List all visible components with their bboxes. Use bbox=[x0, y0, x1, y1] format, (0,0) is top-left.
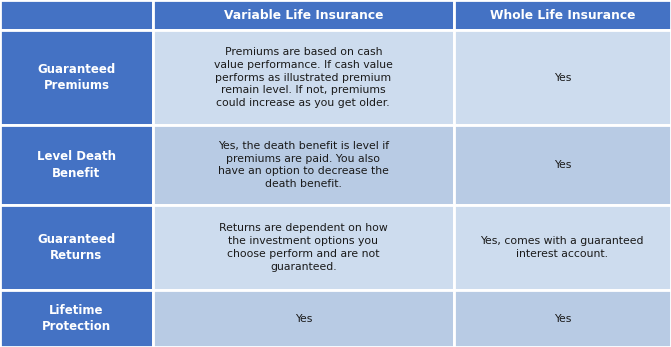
Text: Returns are dependent on how
the investment options you
choose perform and are n: Returns are dependent on how the investm… bbox=[219, 223, 388, 272]
Bar bbox=[153, 125, 454, 205]
Text: Yes: Yes bbox=[554, 73, 571, 83]
Text: Variable Life Insurance: Variable Life Insurance bbox=[223, 8, 383, 22]
Bar bbox=[0, 30, 153, 125]
Bar bbox=[454, 0, 671, 30]
Bar bbox=[454, 125, 671, 205]
Bar bbox=[153, 290, 454, 347]
Text: Whole Life Insurance: Whole Life Insurance bbox=[490, 8, 635, 22]
Text: Premiums are based on cash
value performance. If cash value
performs as illustra: Premiums are based on cash value perform… bbox=[214, 47, 393, 108]
Text: Level Death
Benefit: Level Death Benefit bbox=[37, 150, 116, 180]
Bar bbox=[0, 125, 153, 205]
Text: Yes, comes with a guaranteed
interest account.: Yes, comes with a guaranteed interest ac… bbox=[480, 236, 644, 259]
Bar bbox=[454, 290, 671, 347]
Text: Yes: Yes bbox=[554, 160, 571, 170]
Bar bbox=[153, 0, 454, 30]
Bar bbox=[153, 205, 454, 290]
Bar bbox=[0, 290, 153, 347]
Bar bbox=[454, 30, 671, 125]
Text: Lifetime
Protection: Lifetime Protection bbox=[42, 304, 111, 333]
Bar bbox=[0, 0, 153, 30]
Bar bbox=[0, 205, 153, 290]
Text: Yes: Yes bbox=[554, 313, 571, 323]
Bar bbox=[153, 30, 454, 125]
Text: Guaranteed
Premiums: Guaranteed Premiums bbox=[38, 63, 115, 92]
Text: Guaranteed
Returns: Guaranteed Returns bbox=[38, 233, 115, 262]
Text: Yes: Yes bbox=[295, 313, 312, 323]
Text: Yes, the death benefit is level if
premiums are paid. You also
have an option to: Yes, the death benefit is level if premi… bbox=[217, 141, 389, 189]
Bar bbox=[454, 205, 671, 290]
